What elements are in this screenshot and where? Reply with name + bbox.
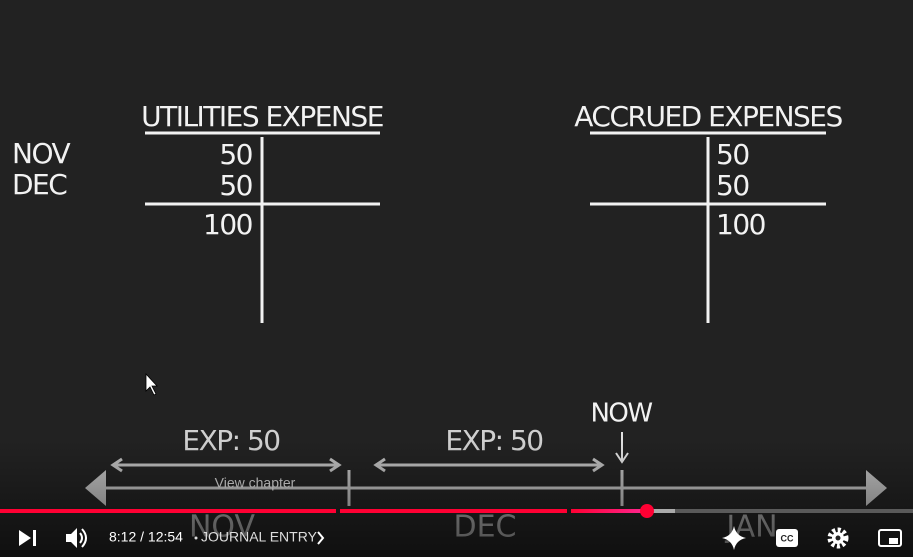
chapter-title[interactable]: JOURNAL ENTRY [201, 529, 318, 545]
progress-buffered[interactable] [647, 509, 675, 513]
volume-button[interactable] [66, 528, 77, 548]
miniplayer-button[interactable] [889, 538, 898, 544]
cc-button[interactable] [776, 529, 798, 547]
entry: 50 [716, 138, 749, 171]
controls-shade [0, 440, 913, 557]
separator [194, 536, 198, 540]
chapter-chevron[interactable] [317, 531, 325, 545]
scrubber[interactable] [640, 504, 654, 518]
miniplayer-button[interactable] [878, 529, 902, 547]
entry: 50 [219, 169, 252, 202]
row-label: NOV [12, 137, 70, 170]
settings-button[interactable] [827, 527, 849, 549]
account-title: UTILITIES EXPENSE [141, 100, 383, 133]
next-button[interactable] [19, 530, 31, 546]
chapter-hint: View chapter [215, 475, 296, 491]
progress-played[interactable] [340, 509, 567, 513]
total: 100 [716, 208, 765, 241]
progress-played[interactable] [0, 509, 336, 513]
mouse-cursor [145, 372, 158, 396]
ai-button[interactable] [722, 526, 746, 550]
progress-played[interactable] [571, 509, 647, 513]
now-label: NOW [590, 399, 652, 429]
settings-button[interactable] [835, 535, 841, 541]
next-button[interactable] [33, 530, 36, 546]
entry: 50 [716, 169, 749, 202]
volume-button[interactable] [79, 528, 87, 548]
row-label: DEC [12, 168, 67, 201]
entry: 50 [219, 138, 252, 171]
time-display: 8:12 / 12:54 [109, 529, 183, 545]
cc-icon-glyph: CC [781, 533, 794, 543]
total: 100 [203, 208, 252, 241]
progress-rest[interactable] [675, 509, 913, 513]
account-title: ACCRUED EXPENSES [574, 100, 842, 133]
